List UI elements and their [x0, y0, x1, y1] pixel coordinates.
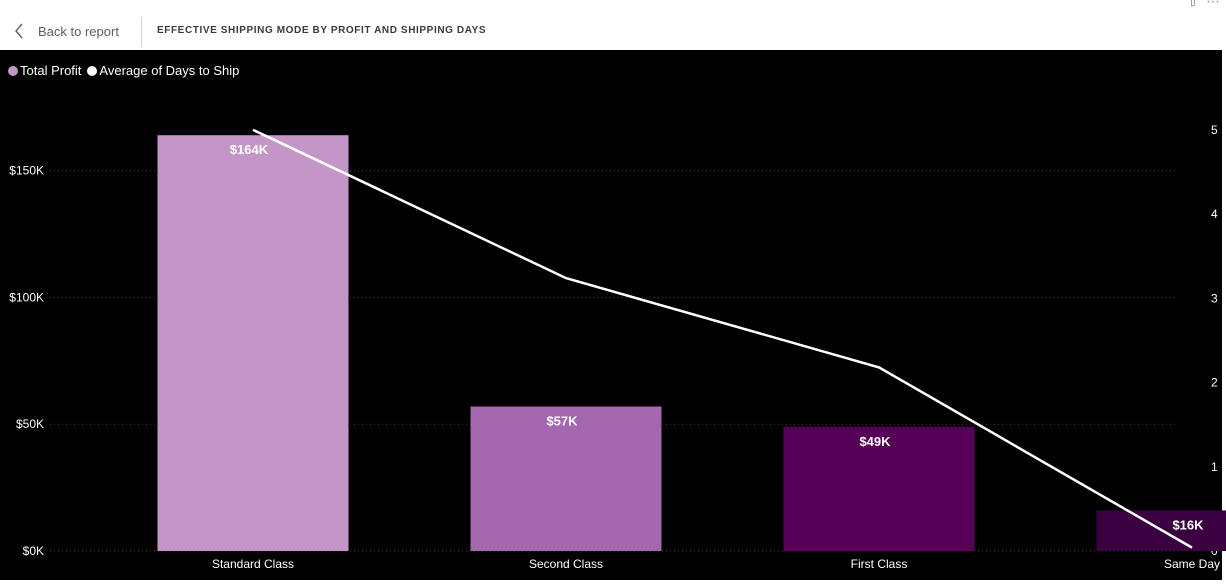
y2-axis-tick-label: 2: [1211, 376, 1218, 390]
y-axis-tick-label: $0K: [23, 544, 44, 558]
legend-label-total-profit: Total Profit: [20, 63, 82, 78]
filter-icon[interactable]: [1186, 0, 1200, 10]
x-axis-tick-label: Standard Class: [212, 557, 294, 571]
bar[interactable]: [157, 135, 349, 551]
y-axis-tick-label: $150K: [9, 164, 44, 178]
bar-data-label: $164K: [230, 142, 269, 157]
bar-data-label: $57K: [546, 413, 578, 428]
line-series-days-to-ship: [252, 128, 1193, 549]
x-axis-tick-label: Same Day: [1164, 557, 1220, 571]
bar-data-label: $16K: [1172, 517, 1204, 532]
chevron-left-icon: [14, 23, 24, 39]
y2-axis-tick-label: 4: [1211, 207, 1218, 221]
legend-item-days-to-ship[interactable]: Average of Days to Ship: [87, 63, 239, 78]
y-axis-tick-label: $100K: [9, 290, 44, 304]
legend-item-total-profit[interactable]: Total Profit: [8, 63, 81, 78]
back-label: Back to report: [38, 23, 119, 39]
legend-label-days-to-ship: Average of Days to Ship: [99, 63, 240, 78]
legend-marker-days-to-ship: [87, 65, 98, 76]
legend-marker-total-profit: [8, 65, 18, 76]
chart-legend: Total Profit Average of Days to Ship: [8, 63, 239, 78]
bar-data-label: $49K: [859, 434, 891, 449]
report-header: Back to report EFFECTIVE SHIPPING MODE B…: [0, 0, 1226, 50]
header-divider: [141, 17, 142, 47]
more-options-icon[interactable]: ⋯: [1206, 0, 1220, 9]
chart-border-right: [1222, 50, 1226, 587]
x-axis-tick-label: First Class: [851, 557, 908, 571]
y2-axis-tick-label: 3: [1211, 291, 1218, 305]
bar[interactable]: [470, 406, 662, 551]
y-axis-tick-label: $50K: [16, 417, 44, 431]
x-axis-tick-label: Second Class: [529, 557, 603, 571]
back-to-report-button[interactable]: Back to report: [14, 17, 119, 45]
chart-border-bottom: [0, 580, 1226, 587]
y2-axis-tick-label: 5: [1211, 123, 1218, 137]
bar[interactable]: [783, 426, 975, 551]
page-title: EFFECTIVE SHIPPING MODE BY PROFIT AND SH…: [157, 25, 487, 36]
y2-axis-tick-label: 1: [1211, 460, 1218, 474]
